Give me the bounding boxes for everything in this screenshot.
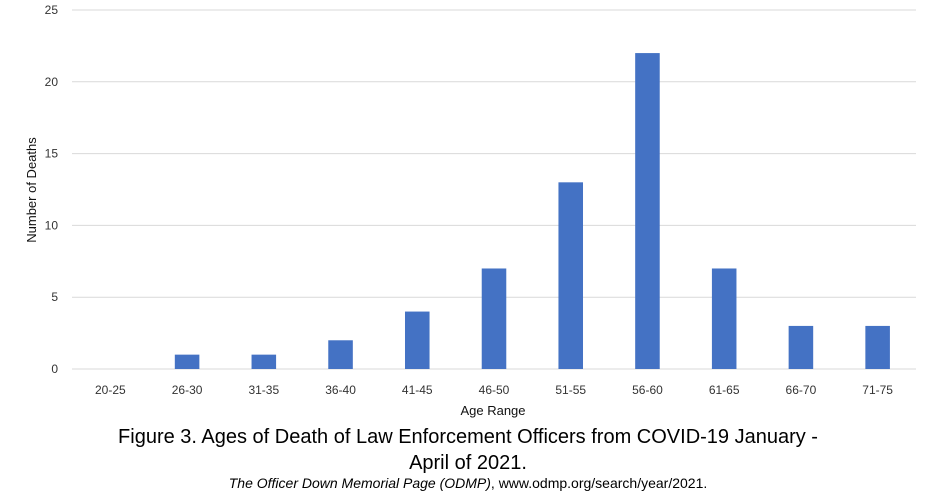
bar — [404, 311, 430, 369]
bar — [328, 340, 353, 369]
y-axis-title: Number of Deaths — [24, 137, 39, 243]
bar — [865, 325, 890, 369]
y-tick-label: 15 — [45, 147, 59, 161]
x-tick-labels: 20-25 26-30 31-35 36-40 41-45 46-50 51-55 56-60… — [95, 383, 893, 397]
x-tick-label: 66-70 — [786, 383, 817, 397]
bar — [481, 268, 507, 369]
x-tick-label: 46-50 — [479, 383, 510, 397]
x-tick-label: 41-45 — [402, 383, 433, 397]
x-axis-title: Age Range — [460, 403, 525, 418]
bar — [711, 268, 737, 369]
x-tick-label: 51-55 — [555, 383, 586, 397]
y-tick-labels: 0 5 10 15 20 25 — [45, 3, 59, 376]
bar — [251, 354, 277, 369]
x-tick-label: 20-25 — [95, 383, 126, 397]
y-tick-label: 20 — [45, 75, 59, 89]
bar-chart: 0 5 10 15 20 25 20-25 26-30 31-35 36-40 41-45 46-5… — [24, 3, 916, 418]
figure-caption: Figure 3. Ages of Death of Law Enforceme… — [118, 426, 818, 474]
y-tick-label: 10 — [45, 218, 59, 232]
x-tick-label: 31-35 — [248, 383, 279, 397]
x-tick-label: 26-30 — [172, 383, 203, 397]
x-tick-label: 56-60 — [632, 383, 663, 397]
y-tick-label: 0 — [51, 362, 58, 376]
bars — [174, 53, 890, 370]
y-tick-label: 25 — [45, 3, 59, 17]
x-tick-label: 71-75 — [862, 383, 893, 397]
y-tick-label: 5 — [51, 290, 58, 304]
bar — [558, 182, 584, 369]
bar — [788, 325, 814, 369]
bar — [635, 53, 660, 370]
bar — [174, 354, 200, 369]
source-name: The Officer Down Memorial Page (ODMP) — [228, 475, 491, 491]
x-tick-label: 61-65 — [709, 383, 740, 397]
x-tick-label: 36-40 — [325, 383, 356, 397]
figure-source: The Officer Down Memorial Page (ODMP), w… — [0, 474, 936, 492]
gridlines — [72, 9, 916, 370]
source-url: , www.odmp.org/search/year/2021. — [490, 475, 708, 491]
